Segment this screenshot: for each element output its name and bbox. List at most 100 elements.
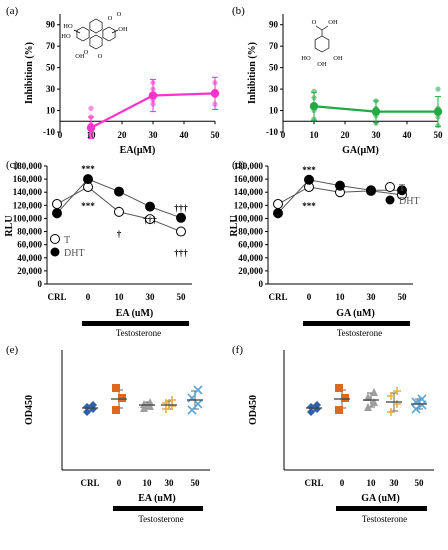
y-tick-label: -10 (43, 127, 55, 137)
structure-labels: O OH HO OH OH (301, 19, 343, 68)
legend-t-marker (385, 182, 395, 192)
structure-ring (102, 26, 116, 42)
structure-atom-label: O (98, 53, 103, 60)
x-tick-label: 20 (341, 130, 351, 140)
significance-mark: *** (81, 164, 95, 174)
legend-dht-label: DHT (399, 196, 420, 207)
structure-atom-label: OH (328, 19, 338, 26)
gallic-acid-structure: O OH HO OH OH (301, 19, 343, 68)
replicate-point (146, 398, 154, 406)
x-tick-label: CRL (304, 478, 323, 488)
panel-label: (b) (232, 5, 245, 17)
t-point (176, 226, 186, 237)
replicate-point (364, 403, 372, 411)
dht-point (304, 174, 314, 185)
replicate-point (313, 401, 321, 409)
x-tick-label: 50 (211, 130, 221, 140)
replicate-point (370, 398, 378, 406)
x-tick-label: 30 (367, 292, 377, 302)
testosterone-label: Testosterone (337, 328, 382, 338)
dht-point (273, 208, 283, 219)
x-tick-label: 10 (143, 478, 153, 488)
replicate-point (83, 408, 91, 416)
data-point (309, 102, 319, 111)
x-tick-label: 10 (115, 292, 125, 302)
structure-ring (76, 26, 90, 42)
replicate-point (411, 404, 421, 414)
x-tick-label: 20 (118, 130, 128, 140)
y-tick-label: 60,000 (17, 240, 42, 250)
replicate-point (341, 394, 349, 402)
structure-atom-label: OH (118, 26, 128, 33)
structure-atom-label: HO (63, 23, 73, 30)
dht-point (366, 185, 376, 196)
y-tick-label: 140,000 (234, 187, 264, 197)
y-tick-label: 140,000 (13, 187, 43, 197)
replicate-point (411, 397, 421, 407)
replicate-point (335, 384, 343, 392)
y-tick-label: 180,000 (13, 161, 43, 171)
replicate-point (335, 406, 343, 414)
x-tick-label: 30 (372, 130, 382, 140)
replicate-point (193, 399, 203, 409)
t-point (114, 206, 124, 217)
x-tick-label: 0 (281, 130, 286, 140)
y-axis-label: OD450 (248, 395, 259, 425)
x-tick-label: CRL (268, 292, 287, 302)
structure-bond (111, 29, 119, 34)
dht-point (335, 180, 345, 191)
replicate-point (417, 394, 427, 404)
y-axis-label: Inhibition (%) (247, 42, 258, 104)
y-tick-label: 70 (269, 41, 279, 51)
panel-label: (f) (232, 344, 243, 356)
x-tick-label: 0 (58, 130, 63, 140)
y-tick-label: 80,000 (17, 227, 42, 237)
y-axis-label: RLU (4, 215, 15, 236)
testosterone-label: Testosterone (138, 514, 183, 524)
x-tick-label: 50 (415, 478, 425, 488)
structure-atom-label: HO (301, 55, 311, 62)
panel-d: (d) 0 20,000 40,000 60,000 80,000 100,000 120,0… (229, 159, 420, 338)
y-tick-label: 70 (46, 41, 56, 51)
x-axis-label: GA (uM) (336, 308, 375, 319)
legend-t-label: T (399, 183, 405, 194)
x-tick-label: 0 (117, 478, 122, 488)
y-tick-label: 10 (46, 106, 56, 116)
dht-point (397, 185, 407, 196)
panel-a: (a)-10103050709001020304050EA(μM)Inhibit… (6, 5, 220, 156)
replicate-point (193, 385, 203, 395)
y-tick-label: 20,000 (238, 266, 263, 276)
panel-label: (d) (232, 159, 245, 171)
structure-atom-label: HO (61, 33, 71, 40)
replicate-point (112, 406, 120, 414)
significance-mark: ††† (174, 203, 188, 213)
legend-dht-label: DHT (64, 248, 85, 259)
legend-dht-marker (385, 195, 395, 205)
t-point (273, 199, 283, 210)
x-axis-label: EA (uM) (138, 493, 176, 504)
data-point (371, 107, 381, 116)
structure-atom-label: OH (317, 61, 327, 68)
structure-bond (73, 29, 81, 34)
x-axis-label: EA(μM) (120, 145, 156, 156)
dht-point (145, 201, 155, 212)
testosterone-bar (113, 506, 203, 511)
y-axis-label: RLU (229, 215, 240, 236)
data-point (86, 123, 96, 132)
y-tick-label: 100,000 (234, 213, 264, 223)
y-tick-label: 80,000 (238, 227, 263, 237)
y-tick-label: 160,000 (13, 174, 43, 184)
t-point (145, 214, 155, 225)
data-point (148, 91, 158, 100)
replicate-point (435, 86, 441, 92)
x-tick-label: 0 (340, 478, 345, 488)
x-tick-label: 40 (180, 130, 190, 140)
testosterone-bar (336, 506, 427, 511)
x-tick-label: 50 (177, 292, 187, 302)
y-tick-label: 90 (269, 20, 279, 30)
replicate-point (89, 401, 97, 409)
x-tick-label: 10 (336, 292, 346, 302)
panel-label: (a) (6, 5, 19, 17)
